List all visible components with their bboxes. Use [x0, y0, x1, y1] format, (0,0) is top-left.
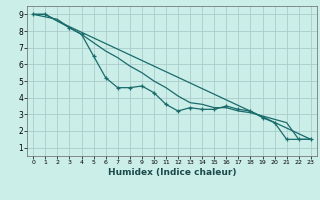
X-axis label: Humidex (Indice chaleur): Humidex (Indice chaleur): [108, 168, 236, 177]
